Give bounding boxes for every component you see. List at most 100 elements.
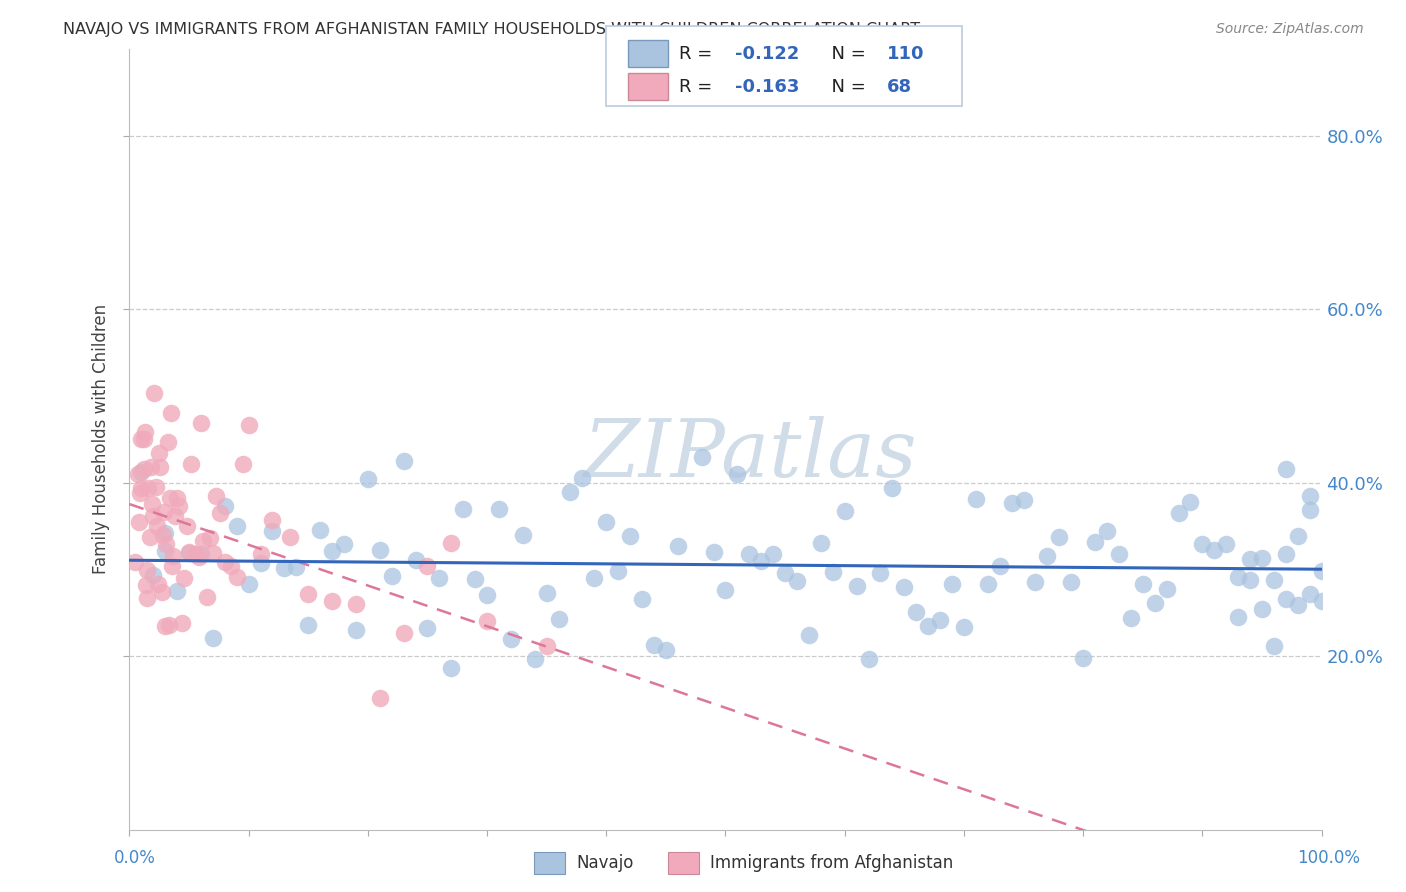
Point — [1286, 598, 1309, 612]
Point — [129, 465, 152, 479]
Point — [953, 619, 976, 633]
Text: -0.163: -0.163 — [735, 78, 800, 95]
Point — [170, 615, 193, 630]
Point — [1180, 495, 1202, 509]
Point — [152, 527, 174, 541]
Point — [166, 583, 188, 598]
Point — [512, 528, 534, 542]
Point — [416, 621, 439, 635]
Point — [499, 632, 522, 647]
Point — [1156, 582, 1178, 596]
Point — [344, 597, 367, 611]
Point — [124, 555, 146, 569]
Point — [965, 492, 987, 507]
Point — [583, 571, 606, 585]
Point — [333, 536, 356, 550]
Point — [392, 454, 415, 468]
Point — [607, 564, 630, 578]
Point — [1095, 524, 1118, 538]
Point — [238, 418, 260, 433]
Point — [160, 406, 183, 420]
Point — [155, 536, 177, 550]
Point — [749, 554, 772, 568]
Point — [128, 516, 150, 530]
Point — [488, 502, 510, 516]
Point — [1251, 551, 1274, 566]
Point — [129, 485, 152, 500]
Point — [139, 460, 162, 475]
Point — [1299, 489, 1322, 503]
Point — [725, 467, 748, 482]
Point — [142, 508, 165, 523]
Point — [1227, 570, 1250, 584]
Point — [177, 545, 200, 559]
Point — [127, 467, 149, 481]
Text: R =: R = — [679, 78, 718, 95]
Point — [1084, 535, 1107, 549]
Text: Immigrants from Afghanistan: Immigrants from Afghanistan — [710, 855, 953, 872]
Point — [150, 584, 173, 599]
Text: Source: ZipAtlas.com: Source: ZipAtlas.com — [1216, 22, 1364, 37]
Point — [278, 529, 301, 543]
Point — [309, 523, 332, 537]
Point — [1108, 547, 1130, 561]
Point — [225, 518, 247, 533]
Point — [136, 563, 159, 577]
Point — [1275, 547, 1298, 561]
Point — [619, 529, 641, 543]
Point — [797, 628, 820, 642]
Point — [536, 586, 558, 600]
Point — [262, 524, 284, 538]
Point — [187, 550, 209, 565]
Text: -0.122: -0.122 — [735, 45, 800, 62]
Point — [1012, 492, 1035, 507]
Point — [141, 497, 163, 511]
Point — [1204, 542, 1226, 557]
Point — [219, 559, 242, 574]
Point — [205, 489, 228, 503]
Text: N =: N = — [820, 78, 872, 95]
Point — [180, 457, 202, 471]
Point — [977, 577, 1000, 591]
Point — [917, 619, 939, 633]
Point — [1191, 536, 1213, 550]
Point — [1119, 611, 1142, 625]
Point — [536, 640, 558, 654]
Point — [132, 461, 155, 475]
Point — [162, 549, 184, 563]
Point — [1239, 551, 1261, 566]
Point — [1275, 462, 1298, 476]
Point — [159, 491, 181, 505]
Point — [1047, 530, 1070, 544]
Point — [869, 566, 891, 581]
Point — [321, 543, 343, 558]
Point — [1071, 650, 1094, 665]
Point — [143, 386, 166, 401]
Point — [464, 573, 486, 587]
Point — [134, 425, 156, 439]
Point — [149, 460, 172, 475]
Point — [1263, 573, 1285, 587]
Point — [249, 556, 271, 570]
Point — [666, 539, 689, 553]
Text: 0.0%: 0.0% — [114, 849, 156, 867]
Point — [145, 480, 167, 494]
Point — [153, 619, 176, 633]
Point — [905, 605, 928, 619]
Point — [184, 547, 207, 561]
Point — [1286, 529, 1309, 543]
Point — [631, 592, 654, 607]
Point — [821, 565, 844, 579]
Point — [845, 578, 868, 592]
Point — [208, 506, 231, 520]
Point — [249, 547, 271, 561]
Point — [262, 512, 284, 526]
Point — [368, 543, 391, 558]
Point — [882, 481, 904, 495]
Point — [1251, 602, 1274, 616]
Point — [1275, 592, 1298, 607]
Point — [1299, 502, 1322, 516]
Point — [232, 457, 254, 471]
Point — [136, 591, 159, 606]
Text: R =: R = — [679, 45, 718, 62]
